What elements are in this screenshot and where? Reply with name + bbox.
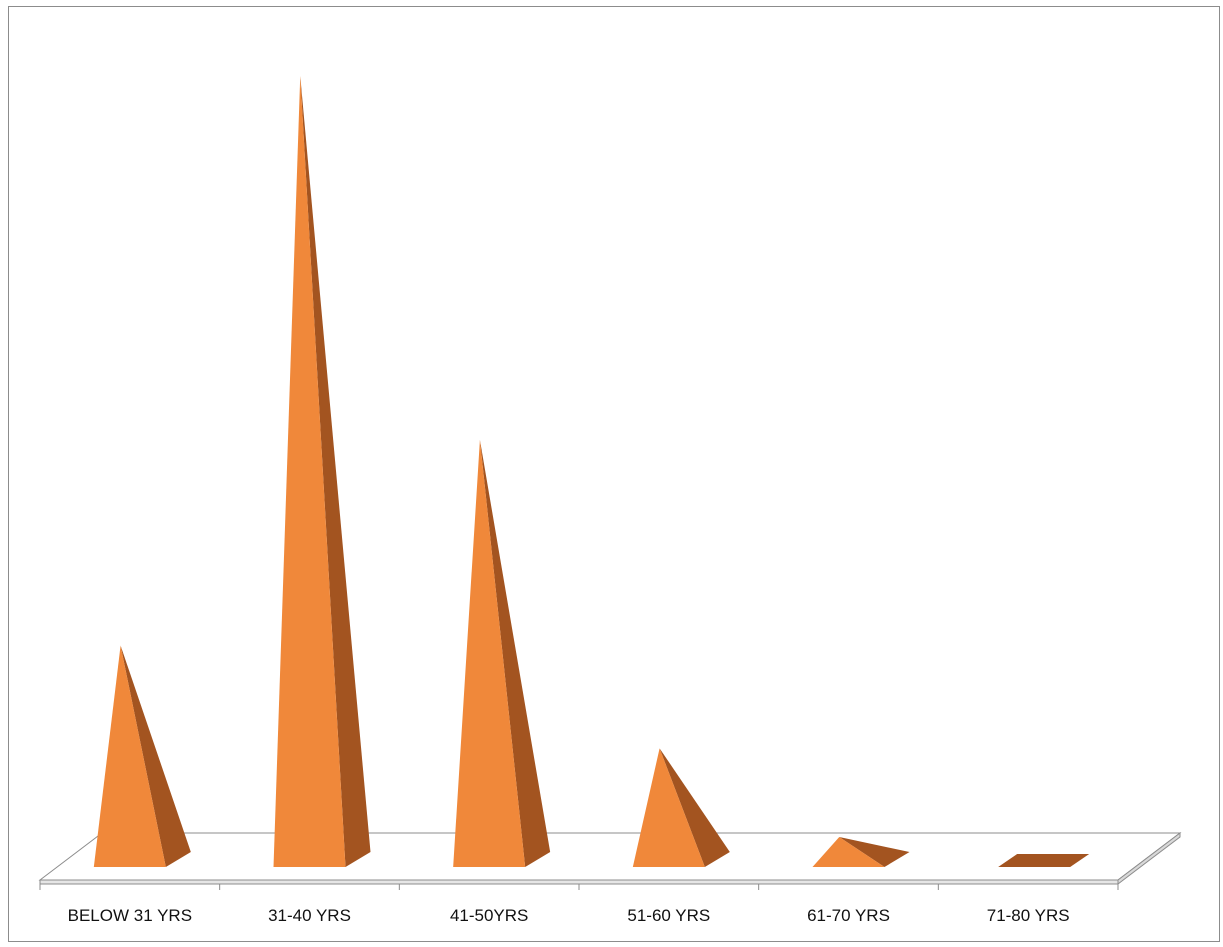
bar	[998, 854, 1090, 867]
bar	[273, 76, 371, 867]
floor-side-edge	[1117, 831, 1181, 886]
bar-front-face	[93, 645, 166, 867]
x-tick-label: 61-70 YRS	[807, 906, 890, 925]
bar-base	[998, 854, 1090, 867]
bar-front-face	[812, 837, 885, 867]
bar-side-face	[120, 645, 191, 867]
bar-side-face	[300, 76, 371, 867]
chart-bars	[93, 76, 1090, 867]
chart-frame	[8, 6, 1220, 942]
bar	[93, 645, 191, 867]
x-tick-label: 41-50YRS	[450, 906, 528, 925]
bar-side-face	[659, 748, 730, 867]
floor-front-edge	[39, 879, 1119, 885]
bar-front-face	[453, 439, 526, 867]
bar-side-face	[479, 439, 551, 867]
x-tick-label: 31-40 YRS	[268, 906, 351, 925]
floor-top	[38, 832, 1182, 881]
bar-front-face	[632, 748, 705, 867]
x-axis-labels: BELOW 31 YRS 31-40 YRS 41-50YRS 51-60 YRS 61…	[68, 906, 1070, 925]
bar	[632, 748, 730, 867]
x-tick-label: 71-80 YRS	[987, 906, 1070, 925]
bar	[453, 439, 551, 867]
bar	[812, 837, 910, 867]
x-tick-label: BELOW 31 YRS	[68, 906, 192, 925]
bar-front-face	[273, 76, 346, 867]
bar-side-face	[839, 837, 910, 867]
x-tick-label: 51-60 YRS	[627, 906, 710, 925]
